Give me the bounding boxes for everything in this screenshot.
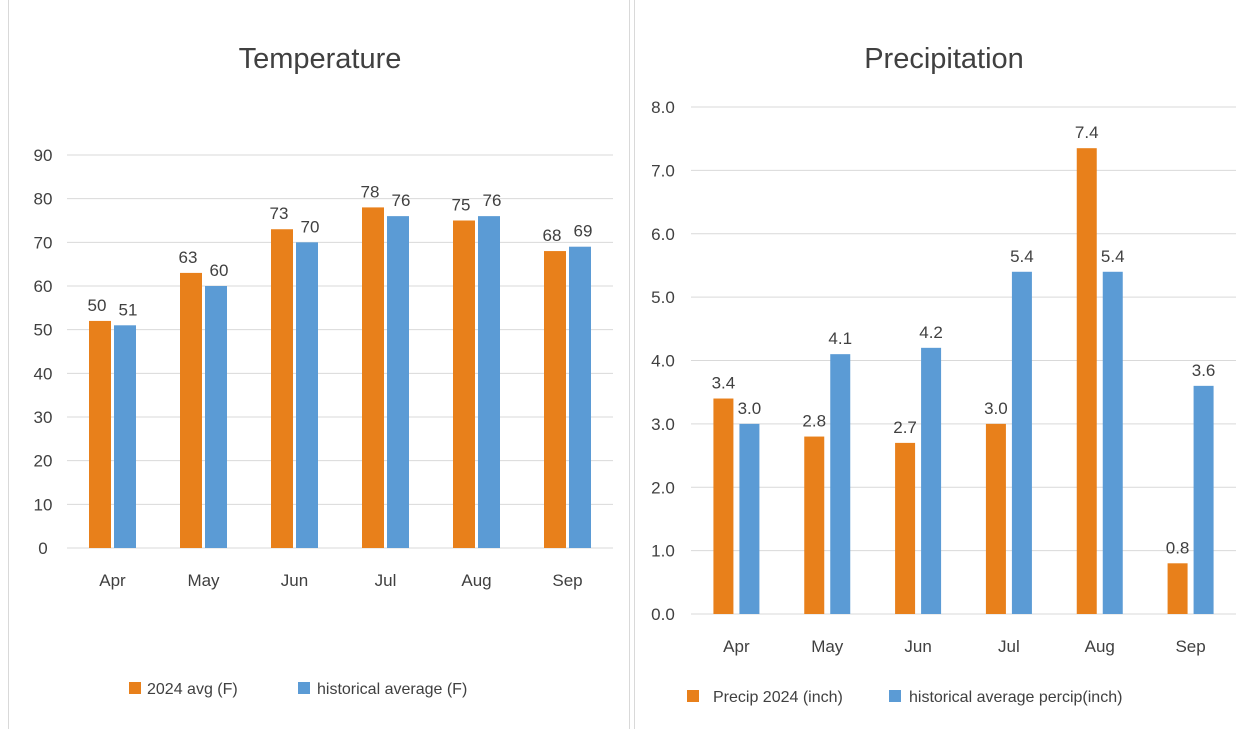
data-label: 3.0 xyxy=(984,399,1008,418)
bar-series-1 xyxy=(985,423,1006,614)
bar-series-1 xyxy=(895,442,916,614)
bar-series-1 xyxy=(1076,148,1097,614)
x-category-label: May xyxy=(811,637,844,656)
temperature-chart-panel: Temperature 0 10 20 30 40 50 60 70 80 90 Apr 50 51 May… xyxy=(8,0,630,729)
bar-series-1 xyxy=(804,436,825,614)
y-tick-label: 4.0 xyxy=(651,352,675,371)
precipitation-chart-panel: Precipitation 0.0 1.0 2.0 3.0 4.0 5.0 6.0 7.0 8.0… xyxy=(634,0,1252,729)
data-label: 50 xyxy=(88,296,107,315)
bar-series-2 xyxy=(478,216,500,548)
y-tick-label: 30 xyxy=(34,408,53,427)
bar-series-2 xyxy=(296,242,318,549)
data-label: 51 xyxy=(119,300,138,319)
data-label: 76 xyxy=(392,191,411,210)
data-label: 68 xyxy=(543,226,562,245)
x-category-label: Apr xyxy=(723,637,750,656)
data-label: 78 xyxy=(361,182,380,201)
x-category-label: Aug xyxy=(461,571,491,590)
x-category-label: Jun xyxy=(904,637,931,656)
legend-label: historical average (F) xyxy=(317,681,467,698)
data-label: 3.4 xyxy=(712,374,736,393)
y-tick-label: 90 xyxy=(34,146,53,165)
y-tick-label: 80 xyxy=(34,190,53,209)
bar-series-1 xyxy=(544,251,566,549)
y-tick-label: 10 xyxy=(34,495,53,514)
bar-series-2 xyxy=(205,286,227,548)
y-tick-label: 50 xyxy=(34,321,53,340)
y-tick-label: 70 xyxy=(34,233,53,252)
legend-swatch xyxy=(687,690,699,702)
bar-series-2 xyxy=(1102,271,1123,614)
y-tick-label: 0.0 xyxy=(651,605,675,624)
x-category-label: Aug xyxy=(1085,637,1115,656)
bar-series-1 xyxy=(271,229,293,548)
data-label: 3.6 xyxy=(1192,361,1216,380)
legend-swatch xyxy=(298,682,310,694)
y-tick-label: 0 xyxy=(38,539,47,558)
data-label: 73 xyxy=(270,204,289,223)
bar-series-1 xyxy=(1167,563,1188,614)
legend-swatch xyxy=(129,682,141,694)
data-label: 5.4 xyxy=(1101,247,1125,266)
x-category-label: May xyxy=(187,571,220,590)
data-label: 75 xyxy=(452,196,471,215)
x-category-label: Apr xyxy=(99,571,126,590)
data-label: 4.2 xyxy=(919,323,943,342)
y-tick-label: 5.0 xyxy=(651,288,675,307)
bar-series-1 xyxy=(362,207,384,548)
data-label: 4.1 xyxy=(828,329,852,348)
y-tick-label: 3.0 xyxy=(651,415,675,434)
bar-series-2 xyxy=(114,325,136,548)
data-label: 69 xyxy=(574,222,593,241)
bar-series-1 xyxy=(180,272,202,548)
bar-series-1 xyxy=(713,398,734,614)
bar-series-2 xyxy=(569,246,591,548)
data-label: 70 xyxy=(301,217,320,236)
chart-title: Temperature xyxy=(239,43,402,75)
chart-title: Precipitation xyxy=(864,43,1024,75)
bar-series-2 xyxy=(1011,271,1032,614)
data-label: 60 xyxy=(210,261,229,280)
data-label: 2.7 xyxy=(893,418,917,437)
data-label: 2.8 xyxy=(802,412,826,431)
x-category-label: Sep xyxy=(1175,637,1205,656)
bar-series-2 xyxy=(387,216,409,548)
data-label: 76 xyxy=(483,191,502,210)
y-tick-label: 1.0 xyxy=(651,542,675,561)
y-tick-label: 60 xyxy=(34,277,53,296)
legend-label: 2024 avg (F) xyxy=(147,681,238,698)
data-label: 0.8 xyxy=(1166,538,1190,557)
precipitation-chart: Precipitation 0.0 1.0 2.0 3.0 4.0 5.0 6.0 7.0 8.0… xyxy=(651,43,1236,706)
legend-label: Precip 2024 (inch) xyxy=(713,689,843,706)
data-label: 5.4 xyxy=(1010,247,1034,266)
legend-label: historical average percip(inch) xyxy=(909,689,1122,706)
y-tick-label: 6.0 xyxy=(651,225,675,244)
data-label: 3.0 xyxy=(738,399,762,418)
bar-series-1 xyxy=(89,320,111,548)
x-category-label: Sep xyxy=(552,571,582,590)
y-tick-label: 40 xyxy=(34,364,53,383)
y-tick-label: 2.0 xyxy=(651,478,675,497)
x-category-label: Jul xyxy=(998,637,1020,656)
y-tick-label: 8.0 xyxy=(651,98,675,117)
bar-series-2 xyxy=(830,354,851,614)
data-label: 7.4 xyxy=(1075,123,1099,142)
x-category-label: Jun xyxy=(281,571,308,590)
y-tick-label: 20 xyxy=(34,452,53,471)
bar-series-2 xyxy=(1193,385,1214,614)
data-label: 63 xyxy=(179,248,198,267)
bar-series-2 xyxy=(739,423,760,614)
y-tick-label: 7.0 xyxy=(651,161,675,180)
bar-series-1 xyxy=(453,220,475,548)
legend-swatch xyxy=(889,690,901,702)
x-category-label: Jul xyxy=(375,571,397,590)
temperature-chart: Temperature 0 10 20 30 40 50 60 70 80 90 Apr 50 51 May… xyxy=(34,43,613,698)
bar-series-2 xyxy=(921,347,942,614)
